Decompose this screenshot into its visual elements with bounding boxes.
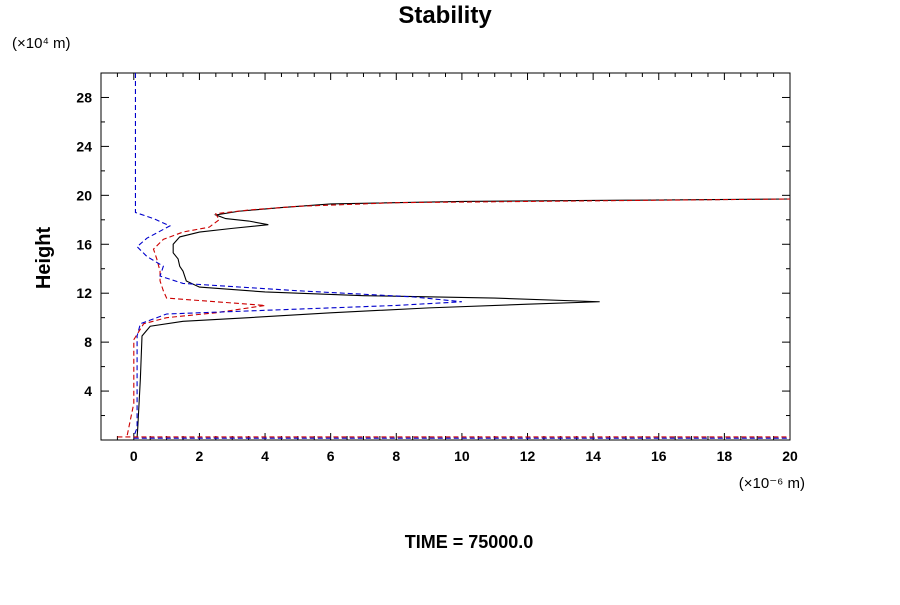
- data-layer: [117, 73, 790, 439]
- y-tick-label: 12: [76, 285, 92, 301]
- x-tick-label: 20: [782, 448, 798, 464]
- x-tick-label: 0: [130, 448, 138, 464]
- x-tick-label: 4: [261, 448, 269, 464]
- y-tick-label: 4: [84, 383, 92, 399]
- x-tick-label: 12: [520, 448, 536, 464]
- x-tick-label: 18: [717, 448, 733, 464]
- y-tick-label: 20: [76, 187, 92, 203]
- x-tick-label: 6: [327, 448, 335, 464]
- x-tick-label: 8: [392, 448, 400, 464]
- y-tick-label: 28: [76, 89, 92, 105]
- x-tick-label: 16: [651, 448, 667, 464]
- y-tick-label: 16: [76, 236, 92, 252]
- x-tick-label: 14: [585, 448, 601, 464]
- series-line-1: [126, 198, 790, 436]
- x-tick-label: 10: [454, 448, 470, 464]
- y-axis-label: Height: [33, 227, 55, 290]
- y-unit-label: (×10⁴ m): [12, 35, 71, 52]
- x-unit-label: (×10⁻⁶ m): [739, 475, 805, 492]
- y-tick-label: 24: [76, 138, 92, 154]
- chart-title: Stability: [398, 2, 492, 29]
- series-line-2: [133, 73, 462, 437]
- x-tick-label: 2: [196, 448, 204, 464]
- series-line-0: [136, 198, 790, 438]
- y-tick-label: 8: [84, 334, 92, 350]
- time-label: TIME = 75000.0: [405, 532, 534, 552]
- plot-frame: [100, 72, 791, 441]
